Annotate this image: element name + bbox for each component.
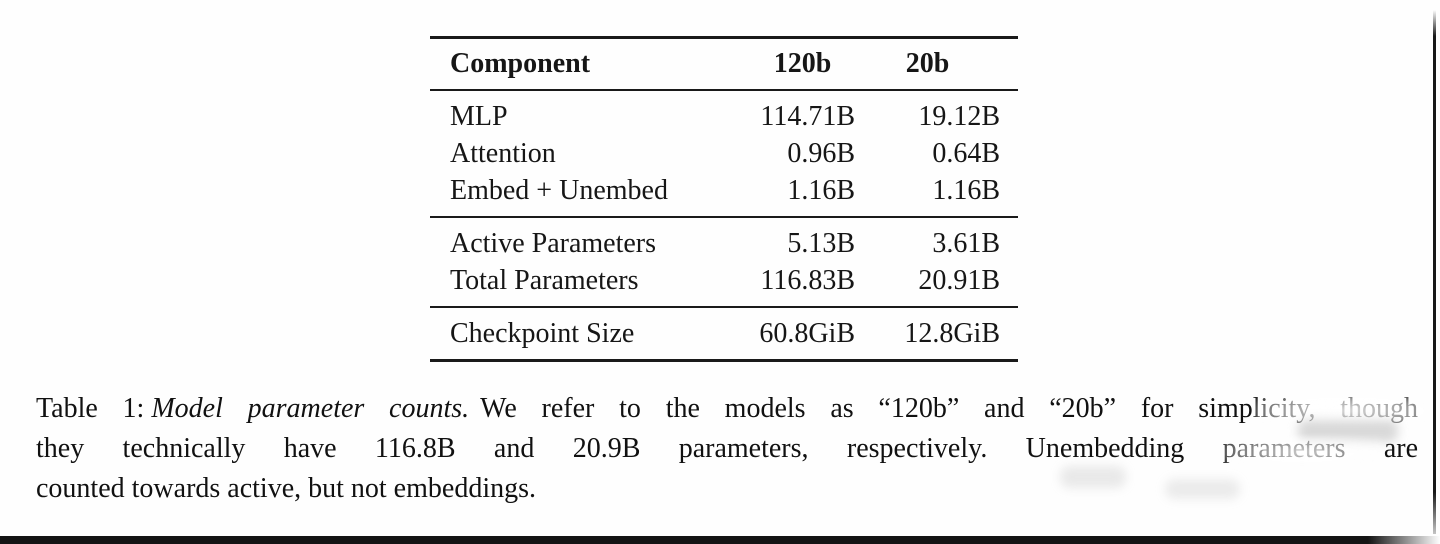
header-120b: 120b: [773, 48, 832, 79]
value-120b: 60.8GiB: [759, 318, 855, 349]
value-20b: 12.8GiB: [904, 318, 1000, 349]
value-120b: 114.71B: [760, 101, 855, 132]
value-120b: 5.13B: [787, 228, 855, 259]
table-row: Embed + Unembed 1.16B 1.16B: [430, 172, 1018, 209]
table-header-row: Component 120b 20b: [430, 39, 1018, 89]
value-120b: 116.83B: [760, 265, 855, 296]
value-120b: 0.96B: [787, 138, 855, 169]
caption-title: Model parameter counts.: [151, 393, 470, 424]
table-section-checkpoint: Checkpoint Size 60.8GiB 12.8GiB: [430, 308, 1018, 359]
table-row: Total Parameters 116.83B 20.91B: [430, 262, 1018, 299]
caption-text: We refer to the models as “120b” and “20…: [480, 393, 1418, 424]
row-label: MLP: [450, 101, 508, 132]
scan-border-bottom: [0, 536, 1440, 544]
table-section-rule: [430, 306, 1018, 308]
caption-line-2: they technically have 116.8B and 20.9B p…: [36, 433, 1418, 464]
header-20b: 20b: [905, 48, 950, 79]
row-label: Attention: [450, 138, 556, 169]
table-bottom-rule: [430, 359, 1018, 362]
table-caption: Table 1: Model parameter counts. We refer …: [36, 389, 1418, 509]
caption-line-1: Table 1: Model parameter counts. We refer …: [36, 389, 1418, 429]
scan-border-right: [1433, 10, 1436, 534]
table-row: Attention 0.96B 0.64B: [430, 135, 1018, 172]
row-label: Embed + Unembed: [450, 175, 668, 206]
table-row: Active Parameters 5.13B 3.61B: [430, 225, 1018, 262]
row-label: Active Parameters: [450, 228, 657, 259]
table-section-parameters: Active Parameters 5.13B 3.61B Total Para…: [430, 218, 1018, 306]
value-20b: 0.64B: [932, 138, 1000, 169]
value-20b: 20.91B: [918, 265, 1000, 296]
parameter-table: Component 120b 20b MLP 114.71B 19.12B At…: [430, 36, 1018, 362]
header-component: Component: [450, 48, 591, 79]
row-label: Total Parameters: [450, 265, 639, 296]
table-top-rule: [430, 36, 1018, 39]
value-20b: 19.12B: [918, 101, 1000, 132]
table-section-rule: [430, 216, 1018, 218]
row-label: Checkpoint Size: [450, 318, 635, 349]
caption-label: Table 1:: [36, 393, 145, 424]
caption-line-3: counted towards active, but not embeddin…: [36, 473, 536, 504]
table-row: MLP 114.71B 19.12B: [430, 98, 1018, 135]
table-section-components: MLP 114.71B 19.12B Attention 0.96B 0.64B…: [430, 91, 1018, 216]
table-header-rule: [430, 89, 1018, 91]
table-row: Checkpoint Size 60.8GiB 12.8GiB: [430, 315, 1018, 352]
value-120b: 1.16B: [787, 175, 855, 206]
value-20b: 3.61B: [932, 228, 1000, 259]
value-20b: 1.16B: [932, 175, 1000, 206]
